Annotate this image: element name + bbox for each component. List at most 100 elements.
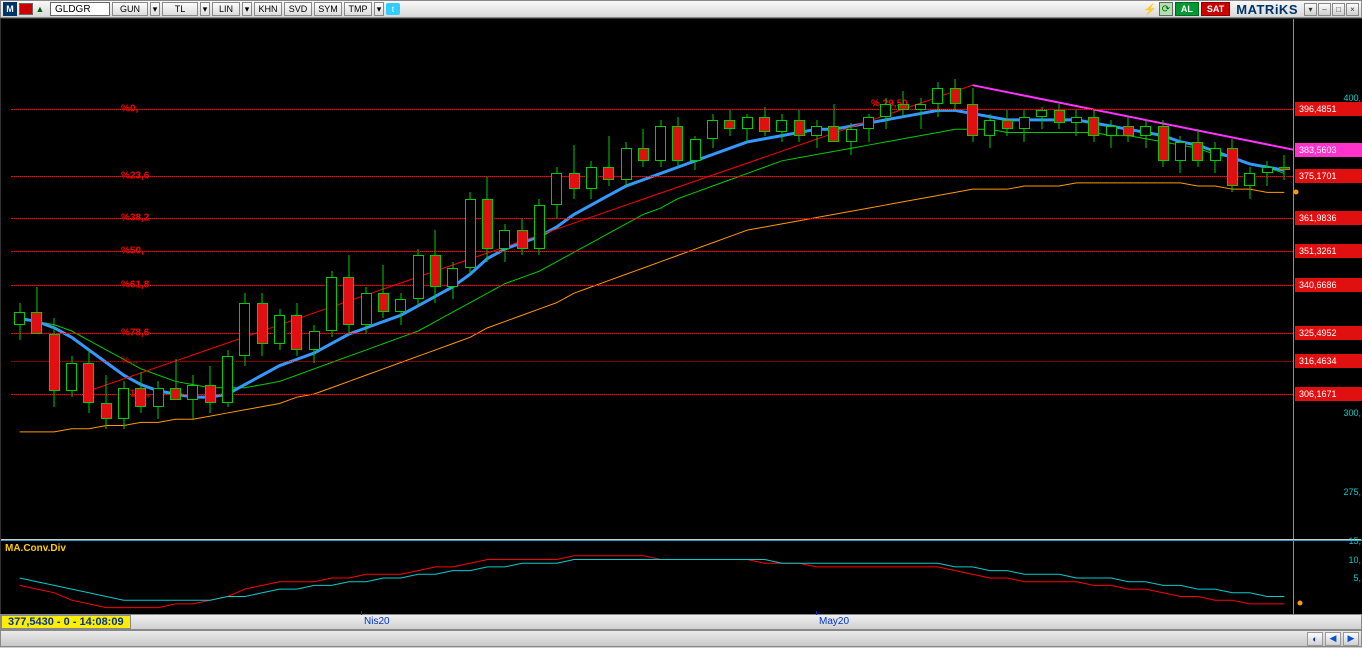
candle xyxy=(274,19,285,539)
candle xyxy=(1071,19,1082,539)
fib-line xyxy=(11,394,1293,395)
candle xyxy=(707,19,718,539)
candle xyxy=(724,19,735,539)
macd-chart[interactable]: MA.Conv.Div 5,10,15, xyxy=(1,540,1362,614)
price-time-label: 377,5430 - 0 - 14:08:09 xyxy=(1,615,131,629)
price-label: 396,4851 xyxy=(1295,102,1362,116)
fib-line xyxy=(11,333,1293,334)
candle xyxy=(361,19,372,539)
price-label: 383,5603 xyxy=(1295,143,1362,157)
price-label: 325,4952 xyxy=(1295,326,1362,340)
axis-marker-icon xyxy=(1294,190,1299,195)
candle xyxy=(932,19,943,539)
status-bar: 377,5430 - 0 - 14:08:09 Nis20 May20 ◐ ◀ ▶ xyxy=(0,614,1362,648)
fib-line xyxy=(11,251,1293,252)
fib-line xyxy=(11,218,1293,219)
candle xyxy=(517,19,528,539)
macd-plot xyxy=(1,541,1293,615)
price-label: 316,4634 xyxy=(1295,354,1362,368)
candle xyxy=(257,19,268,539)
candle xyxy=(499,19,510,539)
refresh-icon[interactable]: ⟳ xyxy=(1159,2,1173,16)
macd-ytick: 10, xyxy=(1348,555,1361,565)
dropdown-btn[interactable]: ▾ xyxy=(374,2,384,16)
window-close-icon[interactable]: × xyxy=(1346,3,1359,16)
candle xyxy=(828,19,839,539)
sell-button[interactable]: SAT xyxy=(1201,2,1230,16)
nav-next-icon[interactable]: ▶ xyxy=(1343,632,1359,646)
candle xyxy=(1019,19,1030,539)
flag-icon xyxy=(19,3,33,15)
x-tick xyxy=(361,611,362,615)
candle xyxy=(1140,19,1151,539)
candle xyxy=(83,19,94,539)
candle xyxy=(1210,19,1221,539)
candle xyxy=(1158,19,1169,539)
candle xyxy=(239,19,250,539)
toolbar-btn-tl[interactable]: TL xyxy=(162,2,198,16)
price-label: 340,6686 xyxy=(1295,278,1362,292)
candle xyxy=(1244,19,1255,539)
candle xyxy=(343,19,354,539)
candle xyxy=(984,19,995,539)
toolbar-btn-khn[interactable]: KHN xyxy=(254,2,282,16)
candle xyxy=(118,19,129,539)
candle xyxy=(863,19,874,539)
candle xyxy=(378,19,389,539)
toolbar-btn-tmp[interactable]: TMP xyxy=(344,2,372,16)
fib-line xyxy=(11,361,1293,362)
fib-line xyxy=(11,285,1293,286)
candle xyxy=(742,19,753,539)
main-chart[interactable]: ▾ %0,%23,6%38,2%50,%61,8%78,6%...%100,% … xyxy=(1,19,1362,539)
candle xyxy=(430,19,441,539)
price-label: 361,9836 xyxy=(1295,211,1362,225)
window-maximize-icon[interactable]: □ xyxy=(1332,3,1345,16)
window-dropdown-icon[interactable]: ▾ xyxy=(1304,3,1317,16)
candle xyxy=(1106,19,1117,539)
candle xyxy=(31,19,42,539)
window-minimize-icon[interactable]: – xyxy=(1318,3,1331,16)
candle xyxy=(1279,19,1290,539)
candle xyxy=(534,19,545,539)
candle xyxy=(638,19,649,539)
x-label: May20 xyxy=(819,616,849,627)
candle xyxy=(1054,19,1065,539)
nav-prev-icon[interactable]: ◀ xyxy=(1325,632,1341,646)
candle xyxy=(187,19,198,539)
candle xyxy=(170,19,181,539)
price-label: 306,1671 xyxy=(1295,387,1362,401)
toolbar-dd[interactable]: ▾ xyxy=(200,2,210,16)
x-label: Nis20 xyxy=(364,616,390,627)
nav-globe-icon[interactable]: ◐ xyxy=(1307,632,1323,646)
y-axis: 275,300,400,396,4851383,5603375,1701361,… xyxy=(1293,19,1362,539)
toolbar-btn-lin[interactable]: LIN xyxy=(212,2,240,16)
buy-button[interactable]: AL xyxy=(1175,2,1199,16)
candle xyxy=(759,19,770,539)
candle xyxy=(898,19,909,539)
bolt-icon[interactable]: ⚡ xyxy=(1143,2,1157,16)
candle xyxy=(465,19,476,539)
app-icon: M xyxy=(3,2,17,16)
x-tick xyxy=(816,611,817,615)
y-tick: 275, xyxy=(1343,487,1361,497)
toolbar-dd[interactable]: ▾ xyxy=(242,2,252,16)
candle xyxy=(1175,19,1186,539)
candle xyxy=(482,19,493,539)
candle xyxy=(326,19,337,539)
symbol-input[interactable]: GLDGR xyxy=(50,2,110,16)
toolbar-btn-gun[interactable]: GUN xyxy=(112,2,148,16)
twitter-icon[interactable]: t xyxy=(386,3,400,15)
toolbar-dd[interactable]: ▾ xyxy=(150,2,160,16)
fib-line xyxy=(11,176,1293,177)
candle xyxy=(846,19,857,539)
candle xyxy=(153,19,164,539)
toolbar-btn-svd[interactable]: SVD xyxy=(284,2,312,16)
candle xyxy=(551,19,562,539)
x-axis-row: 377,5430 - 0 - 14:08:09 Nis20 May20 xyxy=(0,614,1362,630)
candle xyxy=(66,19,77,539)
toolbar-btn-sym[interactable]: SYM xyxy=(314,2,342,16)
fib-line xyxy=(11,109,1293,110)
up-arrow-icon[interactable]: ▲ xyxy=(34,3,46,15)
candle xyxy=(1088,19,1099,539)
candle xyxy=(811,19,822,539)
